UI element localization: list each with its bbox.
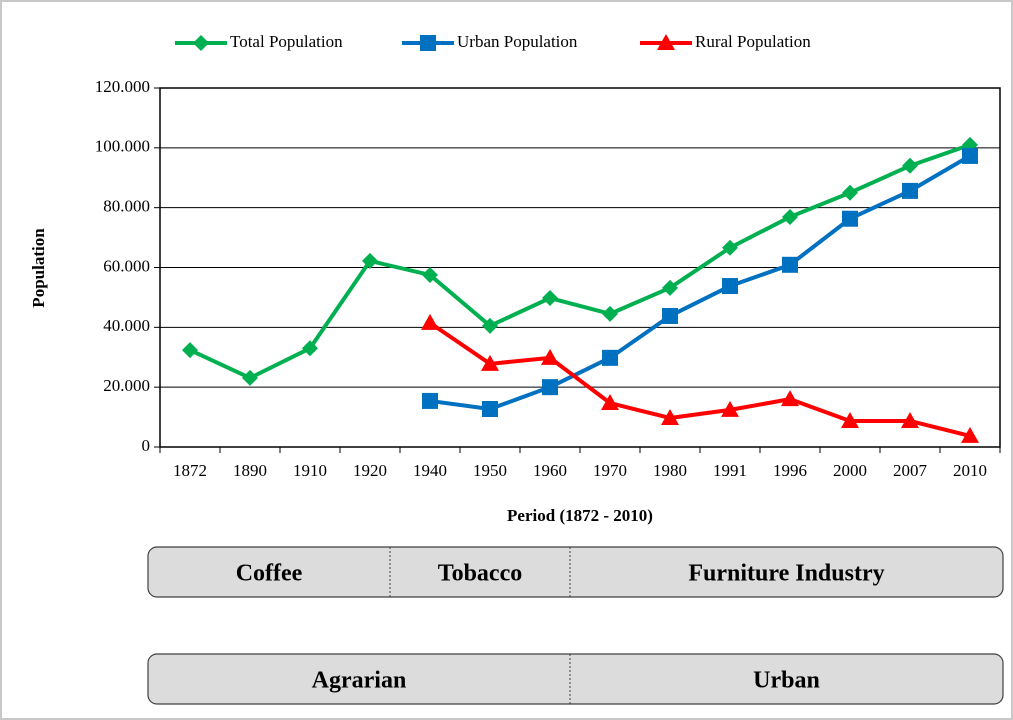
era-box <box>147 653 1004 705</box>
y-axis-label: Population <box>29 228 48 308</box>
marker <box>901 411 919 428</box>
marker <box>781 390 799 407</box>
era-label: Tobacco <box>438 561 522 587</box>
marker <box>602 349 618 366</box>
x-tick-label: 1890 <box>233 461 267 480</box>
era-label: Furniture Industry <box>688 561 884 587</box>
x-tick-label: 1970 <box>593 461 627 480</box>
marker <box>420 35 436 51</box>
marker <box>782 256 798 273</box>
x-tick-label: 1980 <box>653 461 687 480</box>
y-tick-label: 20.000 <box>103 376 150 395</box>
x-tick-label: 2000 <box>833 461 867 480</box>
marker <box>721 400 739 417</box>
marker <box>242 369 258 386</box>
marker <box>482 401 498 418</box>
marker <box>421 313 439 330</box>
y-tick-label: 120.000 <box>95 77 150 96</box>
y-tick-label: 60.000 <box>103 256 150 275</box>
marker <box>657 34 675 50</box>
marker <box>362 252 378 269</box>
y-tick-label: 0 <box>142 436 151 455</box>
marker <box>602 305 618 322</box>
marker <box>841 411 859 428</box>
marker <box>902 157 918 174</box>
x-tick-label: 1920 <box>353 461 387 480</box>
marker <box>662 307 678 324</box>
x-tick-label: 1940 <box>413 461 447 480</box>
x-tick-label: 1960 <box>533 461 567 480</box>
marker <box>662 279 678 296</box>
x-tick-label: 1996 <box>773 461 807 480</box>
x-axis-label: Period (1872 - 2010) <box>507 506 653 525</box>
marker <box>902 182 918 199</box>
marker <box>422 266 438 283</box>
marker <box>193 35 209 51</box>
era-box <box>147 546 1004 598</box>
marker <box>782 208 798 225</box>
x-tick-label: 2007 <box>893 461 928 480</box>
y-tick-label: 80.000 <box>103 197 150 216</box>
marker <box>182 342 198 359</box>
marker <box>962 147 978 164</box>
series-line <box>428 321 971 438</box>
marker <box>481 354 499 371</box>
era-label: Coffee <box>236 561 303 587</box>
marker <box>961 426 979 443</box>
legend-label: Rural Population <box>695 32 811 51</box>
marker <box>722 239 738 256</box>
marker <box>842 210 858 227</box>
marker <box>722 278 738 295</box>
marker <box>302 340 318 357</box>
marker <box>542 379 558 396</box>
marker <box>482 317 498 334</box>
series-line <box>189 142 971 380</box>
marker <box>601 394 619 411</box>
y-tick-label: 40.000 <box>103 316 150 335</box>
x-tick-label: 2010 <box>953 461 987 480</box>
x-tick-label: 1950 <box>473 461 507 480</box>
marker <box>422 392 438 409</box>
era-label: Agrarian <box>312 668 407 694</box>
marker <box>541 348 559 365</box>
x-tick-label: 1872 <box>173 461 207 480</box>
marker <box>842 184 858 201</box>
legend-label: Total Population <box>230 32 343 51</box>
y-tick-label: 100.000 <box>95 137 150 156</box>
x-tick-label: 1991 <box>713 461 747 480</box>
era-label: Urban <box>753 668 820 694</box>
marker <box>542 290 558 307</box>
series-line <box>429 154 972 412</box>
marker <box>661 408 679 425</box>
x-tick-label: 1910 <box>293 461 327 480</box>
legend-label: Urban Population <box>457 32 578 51</box>
